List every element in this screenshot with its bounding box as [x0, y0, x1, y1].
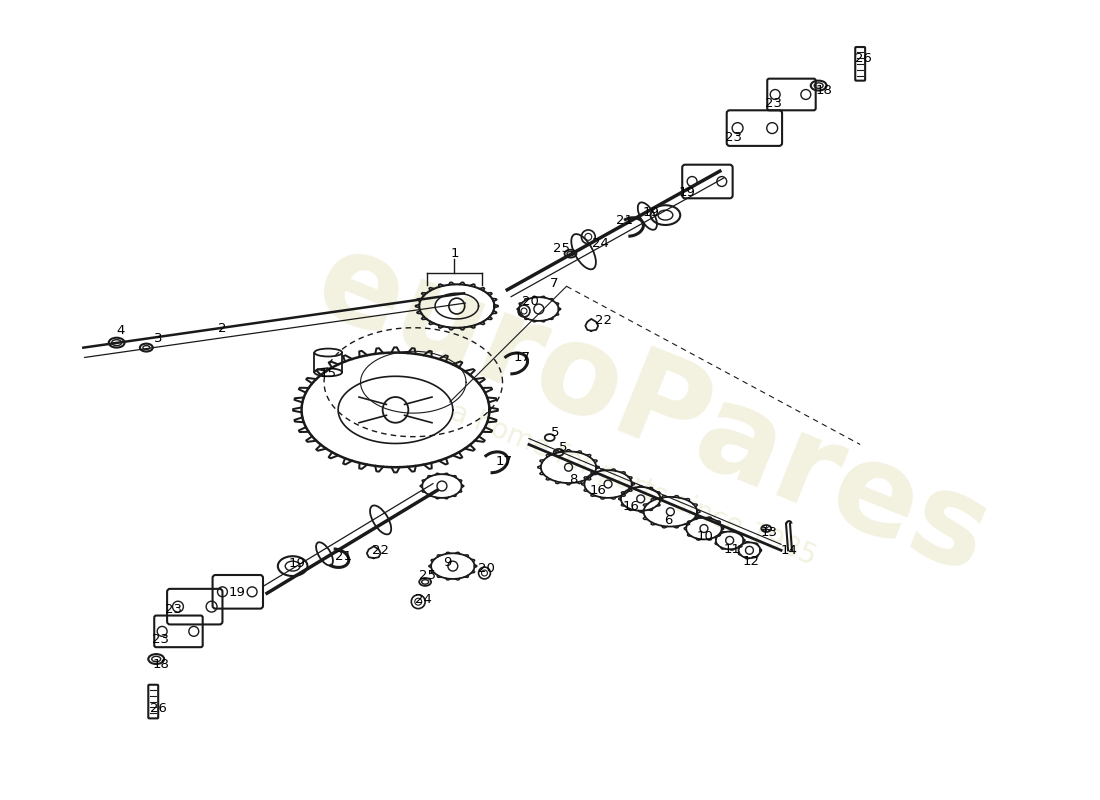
Text: 26: 26: [855, 52, 871, 66]
Text: 25: 25: [553, 242, 570, 255]
Text: 21: 21: [616, 214, 634, 226]
Text: a home for parts since 1985: a home for parts since 1985: [446, 398, 820, 570]
Text: 16: 16: [590, 485, 606, 498]
Text: 1: 1: [451, 247, 459, 260]
Text: 23: 23: [165, 603, 182, 616]
Text: 6: 6: [664, 514, 672, 527]
Text: 5: 5: [551, 426, 560, 439]
Text: 10: 10: [696, 530, 714, 543]
Text: 12: 12: [742, 554, 760, 568]
Text: 19: 19: [288, 557, 305, 570]
Text: 15: 15: [320, 367, 337, 380]
Text: 5: 5: [559, 441, 568, 454]
Text: 24: 24: [415, 594, 431, 606]
Text: 14: 14: [781, 544, 798, 557]
Text: 3: 3: [154, 332, 163, 345]
Text: 22: 22: [595, 314, 612, 327]
Text: 20: 20: [521, 294, 538, 308]
Text: 16: 16: [623, 500, 639, 514]
Text: 19: 19: [229, 586, 245, 599]
Text: 18: 18: [815, 84, 832, 97]
Text: 21: 21: [334, 550, 352, 562]
Text: 7: 7: [549, 277, 558, 290]
Text: 24: 24: [592, 238, 608, 250]
Text: 26: 26: [150, 702, 166, 715]
Text: 20: 20: [478, 562, 495, 574]
Text: 8: 8: [570, 473, 578, 486]
Text: 17: 17: [514, 351, 530, 364]
Text: 22: 22: [372, 544, 389, 557]
Text: 23: 23: [725, 131, 742, 145]
Text: euroPares: euroPares: [298, 220, 1006, 600]
Text: 9: 9: [442, 556, 451, 569]
Text: 4: 4: [117, 324, 124, 338]
Text: 2: 2: [218, 322, 227, 335]
Text: 11: 11: [723, 542, 740, 556]
Text: 19: 19: [642, 206, 659, 218]
Text: 23: 23: [152, 633, 168, 646]
Text: 23: 23: [764, 97, 782, 110]
Text: 18: 18: [153, 658, 169, 671]
Text: 13: 13: [761, 526, 778, 539]
Text: 19: 19: [679, 186, 695, 199]
Text: 17: 17: [496, 455, 513, 468]
Text: 25: 25: [419, 570, 436, 582]
